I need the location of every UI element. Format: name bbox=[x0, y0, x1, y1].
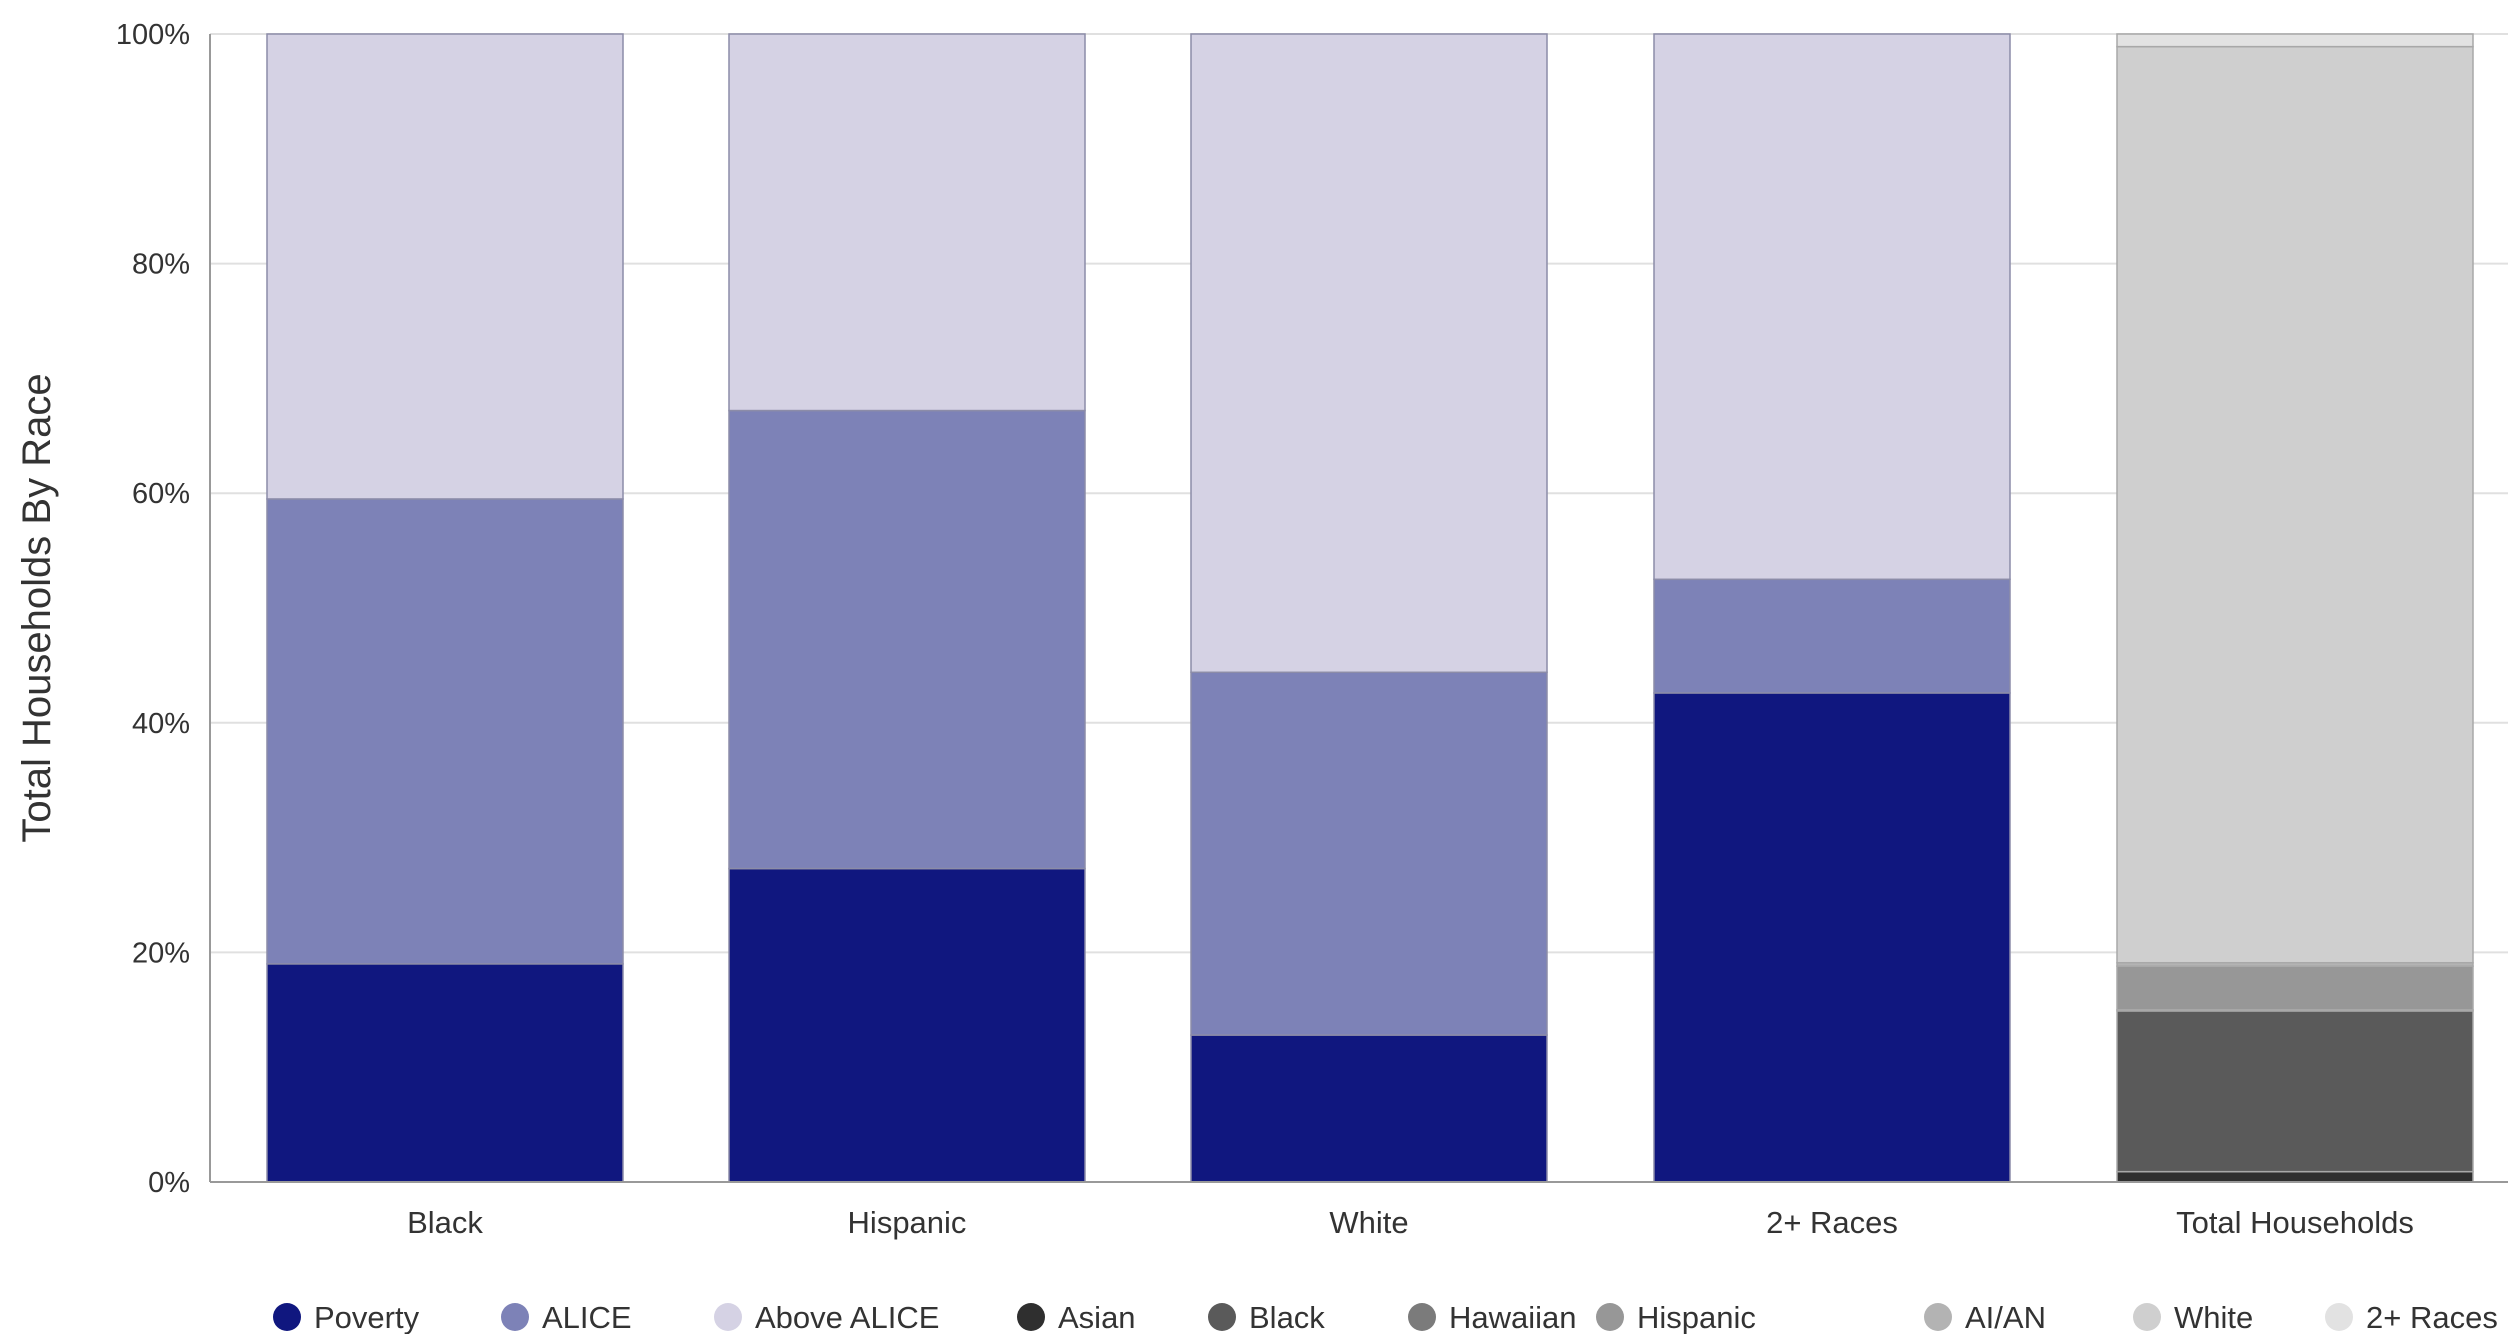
y-tick-label: 60% bbox=[132, 478, 190, 510]
total-bar-segment-2-races bbox=[2116, 33, 2474, 48]
legend-marker-black bbox=[1208, 1303, 1236, 1331]
bar-segment-above-alice-black bbox=[266, 33, 624, 500]
bars bbox=[266, 33, 2474, 1183]
legend-marker-poverty bbox=[273, 1303, 301, 1331]
legend-label: Asian bbox=[1058, 1300, 1136, 1334]
total-bar-segment-white bbox=[2116, 45, 2474, 964]
x-category-label: 2+ Races bbox=[1766, 1205, 1898, 1240]
legend-label: Above ALICE bbox=[755, 1300, 939, 1334]
y-tick-label: 40% bbox=[132, 708, 190, 740]
x-category-label: Total Households bbox=[2176, 1205, 2414, 1240]
x-category-label: Hispanic bbox=[848, 1205, 967, 1240]
legend: Poverty ALICE Above ALICE Asian Black Hawaiia… bbox=[273, 1300, 2498, 1335]
legend-marker-2-races bbox=[2325, 1303, 2353, 1331]
legend-label: Hispanic bbox=[1637, 1300, 1756, 1334]
y-tick-label: 20% bbox=[132, 937, 190, 969]
legend-marker-asian bbox=[1017, 1303, 1045, 1331]
y-tick-labels: 0% 20% 40% 60% 80% 100% bbox=[116, 19, 190, 1199]
legend-marker-hispanic bbox=[1596, 1303, 1624, 1331]
bar-segment-above-alice-hispanic bbox=[728, 33, 1086, 412]
total-bar-segment-asian bbox=[2116, 1170, 2474, 1183]
bar-segment-poverty-2-races bbox=[1653, 692, 2011, 1183]
legend-marker-hawaiian bbox=[1408, 1303, 1436, 1331]
axes bbox=[209, 34, 2508, 1183]
y-axis-title: Total Households By Race bbox=[15, 373, 59, 842]
legend-marker-ai-an bbox=[1924, 1303, 1952, 1331]
legend-label: White bbox=[2174, 1300, 2253, 1334]
total-bar-segment-black bbox=[2116, 1010, 2474, 1173]
x-category-label: White bbox=[1329, 1205, 1408, 1240]
bar-segment-alice-2-races bbox=[1653, 578, 2011, 694]
bar-segment-above-alice-2-races bbox=[1653, 33, 2011, 581]
legend-marker-alice bbox=[501, 1303, 529, 1331]
bar-segment-poverty-black bbox=[266, 963, 624, 1183]
legend-label: Poverty bbox=[314, 1300, 420, 1334]
y-tick-label: 0% bbox=[148, 1167, 190, 1199]
y-tick-label: 80% bbox=[132, 249, 190, 281]
legend-label: AI/AN bbox=[1965, 1300, 2046, 1334]
legend-label: 2+ Races bbox=[2366, 1300, 2498, 1334]
legend-marker-above-alice bbox=[714, 1303, 742, 1331]
bar-segment-alice-black bbox=[266, 498, 624, 965]
legend-label: Black bbox=[1249, 1300, 1325, 1334]
x-category-labels: Black Hispanic White 2+ Races Total Househol… bbox=[407, 1205, 2414, 1240]
bar-segment-alice-white bbox=[1190, 671, 1548, 1036]
legend-label: ALICE bbox=[542, 1300, 632, 1334]
bar-segment-poverty-white bbox=[1190, 1034, 1548, 1183]
bar-segment-alice-hispanic bbox=[728, 409, 1086, 870]
total-bar-segment-hispanic bbox=[2116, 965, 2474, 1011]
y-tick-label: 100% bbox=[116, 19, 190, 51]
legend-label: Hawaiian bbox=[1449, 1300, 1577, 1334]
bar-segment-above-alice-white bbox=[1190, 33, 1548, 674]
x-category-label: Black bbox=[407, 1205, 483, 1240]
bar-segment-poverty-hispanic bbox=[728, 867, 1086, 1183]
legend-marker-white bbox=[2133, 1303, 2161, 1331]
